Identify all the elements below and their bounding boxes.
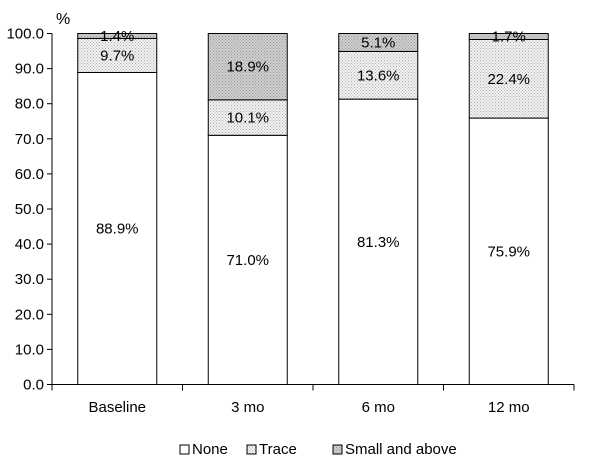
data-label: 81.3%	[357, 234, 400, 251]
legend-swatch	[179, 444, 190, 455]
data-label: 18.9%	[226, 59, 269, 76]
legend-label: None	[192, 441, 228, 458]
y-axis-unit: %	[56, 11, 70, 28]
data-label: 1.7%	[492, 28, 526, 45]
data-label: 13.6%	[357, 67, 400, 84]
data-label: 88.9%	[96, 220, 139, 237]
x-tick-label: 12 mo	[488, 399, 530, 416]
bar-segment-none	[468, 117, 549, 385]
legend-swatch	[332, 444, 343, 455]
y-tick-label: 70.0	[15, 131, 44, 148]
bar-segment-small-and-above	[207, 33, 288, 101]
y-tick-label: 10.0	[15, 341, 44, 358]
bar-segment-none	[207, 134, 288, 385]
bar-segment-trace	[468, 38, 549, 119]
y-tick-label: 0.0	[23, 377, 44, 394]
x-tick-label: 6 mo	[362, 399, 395, 416]
bar-segment-small-and-above	[77, 33, 158, 39]
data-label: 22.4%	[487, 71, 530, 88]
bar-segment-none	[338, 98, 419, 386]
data-label: 1.4%	[100, 28, 134, 45]
data-label: 10.1%	[226, 110, 269, 127]
x-tick-label: 3 mo	[231, 399, 264, 416]
bar-segment-trace	[77, 37, 158, 73]
bar-segment-trace	[207, 99, 288, 136]
legend: None Trace Small and above	[179, 441, 457, 458]
legend-label: Small and above	[345, 441, 457, 458]
bar-segment-none	[77, 71, 158, 385]
y-tick-label: 30.0	[15, 271, 44, 288]
y-tick-label: 60.0	[15, 166, 44, 183]
y-tick-label: 50.0	[15, 201, 44, 218]
y-tick-label: 20.0	[15, 306, 44, 323]
y-tick-label: 100.0	[6, 26, 44, 43]
y-tick-label: 40.0	[15, 236, 44, 253]
x-tick-label: Baseline	[88, 399, 146, 416]
data-label: 71.0%	[226, 252, 269, 269]
data-label: 9.7%	[100, 47, 134, 64]
legend-swatch	[246, 444, 257, 455]
legend-label: Trace	[259, 441, 297, 458]
y-tick-label: 80.0	[15, 96, 44, 113]
y-tick-label: 90.0	[15, 61, 44, 78]
data-label: 75.9%	[487, 243, 530, 260]
bar-segment-small-and-above	[338, 33, 419, 52]
bar-segment-small-and-above	[468, 33, 549, 40]
data-label: 5.1%	[361, 34, 395, 51]
bar-segment-trace	[338, 50, 419, 100]
